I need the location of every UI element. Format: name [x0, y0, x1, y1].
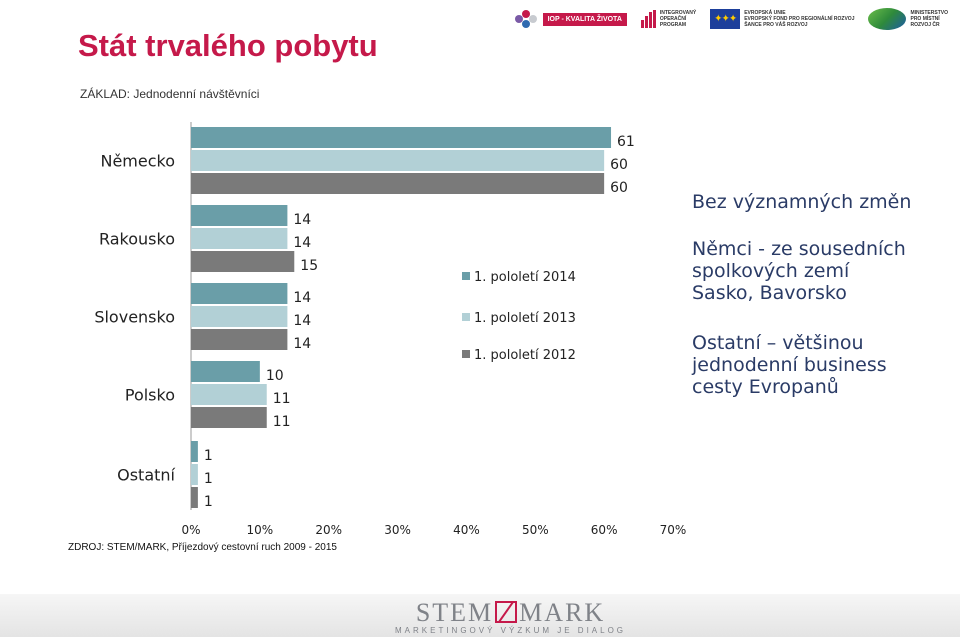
note-text: Ostatní – většinou jednodenní business ces… — [691, 332, 887, 398]
bar — [191, 407, 267, 428]
brand-right: MARK — [519, 598, 606, 627]
data-label: 1 — [204, 448, 213, 464]
data-label: 14 — [293, 212, 311, 228]
bars-icon — [640, 10, 656, 28]
brand-left: STEM — [415, 598, 494, 627]
bar — [191, 487, 198, 508]
data-label: 1 — [204, 494, 213, 510]
iop-program-line: INTEGROVANÝ — [659, 10, 697, 16]
eu-logo: ✦✦✦ EVROPSKÁ UNIE EVROPSKÝ FOND PRO REGI… — [710, 9, 854, 29]
mmr-emblem-icon — [868, 8, 907, 30]
legend-swatch — [462, 272, 470, 280]
x-tick-label: 50% — [522, 523, 549, 537]
note-line: Sasko, Bavorsko — [692, 282, 847, 304]
dots-icon — [514, 10, 537, 28]
legend-label: 1. pololetí 2013 — [474, 311, 576, 326]
data-label: 60 — [610, 180, 628, 196]
partner-logos: IOP - KVALITA ŽIVOTA INTEGROVANÝ OPERAČN… — [514, 4, 948, 34]
eu-logo-line: EVROPSKÝ FOND PRO REGIONÁLNÍ ROZVOJ — [744, 16, 855, 22]
bar — [191, 441, 198, 462]
note-line: Bez významných změn — [692, 191, 911, 213]
bar-chart: Německo616060Rakousko141415Slovensko1414… — [94, 122, 911, 537]
legend-swatch — [462, 350, 470, 358]
category-label: Rakousko — [99, 230, 175, 249]
iop-program-logo: INTEGROVANÝ OPERAČNÍ PROGRAM — [640, 10, 697, 28]
eu-logo-line: EVROPSKÁ UNIE — [744, 10, 786, 16]
x-tick-label: 30% — [384, 523, 411, 537]
bar — [191, 329, 288, 350]
data-label: 11 — [273, 391, 291, 407]
bar — [191, 228, 288, 249]
bar — [191, 361, 260, 382]
category-label: Ostatní — [117, 466, 175, 485]
data-label: 10 — [266, 368, 284, 384]
x-tick-label: 60% — [591, 523, 618, 537]
category-label: Polsko — [125, 386, 175, 405]
legend-label: 1. pololetí 2012 — [474, 348, 576, 363]
footer: STEM MARK MARKETINGOVÝ VÝZKUM JE DIALOG — [0, 594, 960, 637]
note-line: jednodenní business — [691, 354, 887, 376]
iop-logo-text: IOP - KVALITA ŽIVOTA — [542, 12, 627, 26]
chart-basis: ZÁKLAD: Jednodenní návštěvníci — [80, 87, 260, 101]
data-label: 14 — [293, 336, 311, 352]
data-label: 14 — [293, 313, 311, 329]
slash-icon — [495, 601, 518, 623]
bar — [191, 283, 288, 304]
legend-swatch — [462, 313, 470, 321]
chart-source: ZDROJ: STEM/MARK, Příjezdový cestovní ru… — [68, 542, 337, 553]
legend-label: 1. pololetí 2014 — [474, 270, 576, 285]
page-title: Stát trvalého pobytu — [78, 28, 378, 63]
data-label: 14 — [293, 235, 311, 251]
iop-program-line: OPERAČNÍ — [659, 16, 687, 22]
data-label: 1 — [204, 471, 213, 487]
bar — [191, 251, 295, 272]
x-tick-label: 10% — [247, 523, 274, 537]
bar — [191, 150, 605, 171]
data-label: 60 — [610, 157, 628, 173]
data-label: 14 — [293, 290, 311, 306]
iop-logo: IOP - KVALITA ŽIVOTA — [514, 10, 627, 28]
bar — [191, 127, 612, 148]
note-line: Ostatní – většinou — [692, 332, 864, 354]
bar — [191, 306, 288, 327]
data-label: 11 — [273, 414, 291, 430]
brand-tagline: MARKETINGOVÝ VÝZKUM JE DIALOG — [395, 626, 627, 635]
category-label: Německo — [100, 152, 175, 171]
x-tick-label: 20% — [315, 523, 342, 537]
data-label: 15 — [300, 258, 318, 274]
x-tick-label: 70% — [660, 523, 687, 537]
note-line: Němci - ze sousedních — [692, 238, 906, 260]
mmr-logo-line: MINISTERSTVO — [910, 10, 948, 16]
eu-flag-icon: ✦✦✦ — [710, 9, 741, 29]
bar — [191, 384, 267, 405]
note-text: Němci - ze sousedních spolkových zemí Sask… — [692, 238, 906, 304]
mmr-logo-line: PRO MÍSTNÍ — [910, 16, 940, 22]
stemmark-logo: STEM MARK MARKETINGOVÝ VÝZKUM JE DIALOG — [395, 598, 626, 635]
bar — [191, 173, 605, 194]
x-tick-label: 40% — [453, 523, 480, 537]
bar — [191, 464, 198, 485]
bar — [191, 205, 288, 226]
note-text: Bez významných změn — [692, 191, 911, 213]
mmr-logo-line: ROZVOJ ČR — [910, 22, 940, 28]
note-line: cesty Evropanů — [692, 376, 839, 398]
data-label: 61 — [617, 134, 635, 150]
x-tick-label: 0% — [181, 523, 200, 537]
category-label: Slovensko — [94, 308, 175, 327]
note-line: spolkových zemí — [692, 260, 850, 282]
mmr-logo: MINISTERSTVO PRO MÍSTNÍ ROZVOJ ČR — [868, 8, 948, 30]
iop-program-line: PROGRAM — [659, 22, 686, 28]
eu-logo-line: ŠANCE PRO VÁŠ ROZVOJ — [744, 22, 808, 28]
